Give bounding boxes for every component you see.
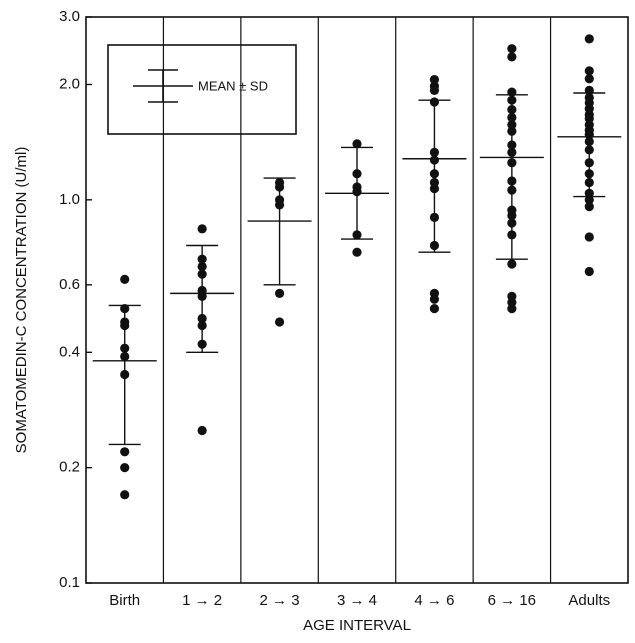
data-point [507,52,517,62]
data-point [120,274,130,284]
x-tick-label: 6 → 16 [488,592,536,609]
data-point [584,66,594,76]
legend-box [107,44,297,135]
x-tick-label: 1 → 2 [182,592,222,609]
data-point [429,74,440,85]
data-point [584,34,594,44]
data-point [584,202,594,212]
data-point [352,139,362,149]
data-point [584,266,594,277]
y-axis-label: SOMATOMEDIN-C CONCENTRATION (U/ml) [13,147,30,454]
plot-frame [85,16,629,584]
y-tick-label: 0.1 [59,574,80,591]
data-point [429,294,440,304]
data-point [507,44,517,54]
y-tick-label: 0.4 [59,343,80,360]
x-tick-label: Adults [568,592,610,609]
data-point [274,317,285,327]
data-point [352,247,362,257]
y-tick-label: 1.0 [59,191,80,208]
data-point [584,74,594,84]
x-tick-label: 3 → 4 [337,592,377,609]
data-point [507,259,517,269]
x-tick-label: 2 → 3 [260,592,300,609]
legend-label: MEAN ± SD [198,78,268,93]
data-point [429,85,440,96]
data-point [197,425,207,436]
y-tick-label: 3.0 [59,8,80,25]
data-point [120,490,130,500]
y-tick-label: 0.6 [59,276,80,293]
y-tick-label: 2.0 [59,75,80,92]
x-axis-label: AGE INTERVAL [303,617,411,634]
data-point [274,288,285,298]
y-tick-label: 0.2 [59,459,80,476]
data-point [507,304,517,314]
data-point [429,304,440,314]
data-point [197,224,207,234]
data-point [120,447,130,457]
data-point [584,232,594,242]
data-point [120,463,130,473]
x-tick-label: Birth [109,592,140,609]
x-tick-label: 4 → 6 [414,592,454,609]
data-point [584,195,594,205]
